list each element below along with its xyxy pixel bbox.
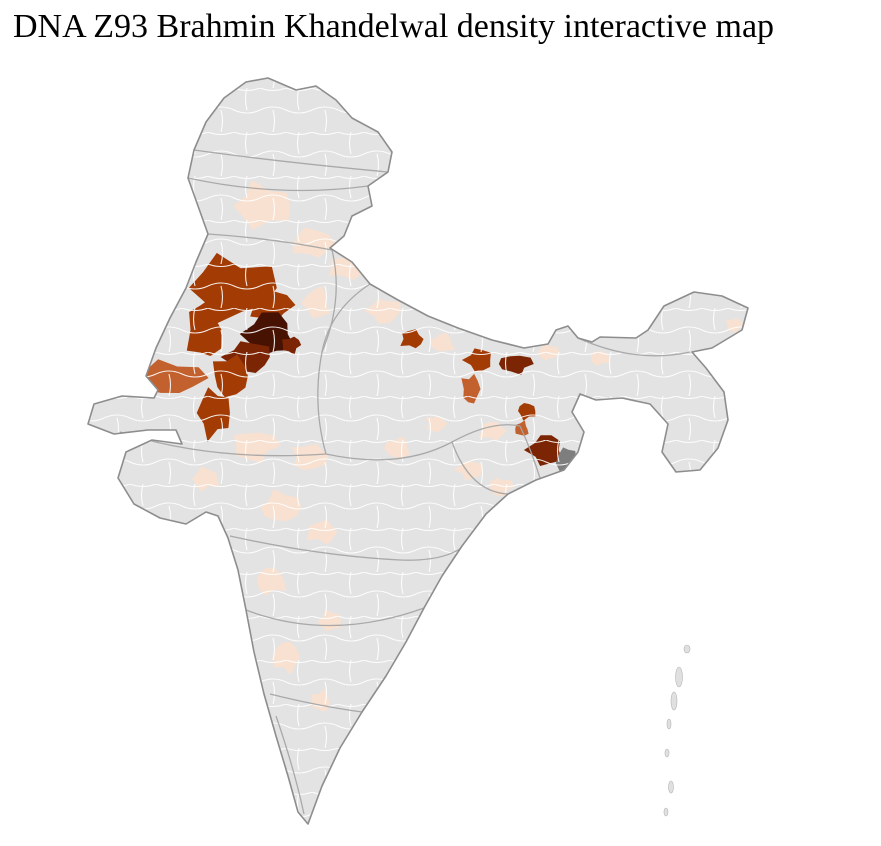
island — [675, 666, 683, 688]
island — [683, 644, 691, 654]
india-landmass[interactable] — [88, 78, 748, 824]
island — [664, 748, 670, 758]
andaman-nicobar-islands — [663, 644, 691, 817]
island — [666, 718, 672, 730]
page-title: DNA Z93 Brahmin Khandelwal density inter… — [13, 8, 775, 45]
island — [663, 807, 669, 817]
island — [670, 691, 678, 711]
island — [668, 780, 674, 794]
